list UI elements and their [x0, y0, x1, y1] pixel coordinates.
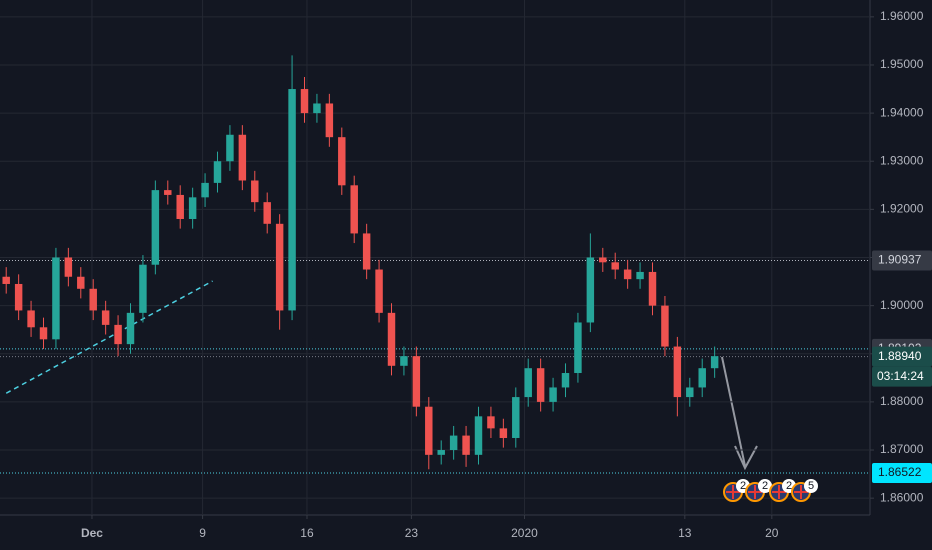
candle-body: [251, 180, 259, 203]
candle-body: [636, 271, 644, 280]
candle-body: [126, 312, 135, 345]
candle-body: [710, 356, 719, 369]
candle-body: [89, 288, 97, 311]
candle-body: [139, 264, 147, 313]
candle-body: [449, 435, 458, 451]
y-tick-label: 1.90000: [880, 298, 924, 312]
forecast-arrow: [721, 356, 758, 471]
candle-body: [686, 387, 694, 398]
candle-body: [201, 182, 209, 198]
event-flag: [772, 485, 786, 499]
candle-body: [437, 450, 445, 455]
candle-body: [275, 223, 284, 311]
price-label: 1.88940: [878, 349, 922, 363]
candle-body: [288, 89, 296, 311]
candle-body: [226, 134, 234, 162]
x-tick-label: 16: [300, 526, 314, 540]
y-tick-label: 1.96000: [880, 9, 924, 23]
candle-body: [39, 327, 48, 340]
candle-body: [300, 89, 309, 114]
candle-body: [77, 276, 85, 289]
x-tick-label: 20: [765, 526, 779, 540]
y-tick-label: 1.86000: [880, 490, 924, 504]
candle-body: [561, 373, 570, 388]
candle-body: [412, 356, 421, 407]
event-flag: [794, 485, 808, 499]
candle-body: [462, 435, 470, 455]
price-label-box: [872, 463, 932, 484]
candle-body: [188, 197, 197, 219]
countdown-box: [872, 366, 932, 387]
candle-body: [313, 103, 321, 114]
candle-body: [599, 257, 607, 263]
candle-body: [487, 416, 495, 429]
event-flag: [726, 485, 740, 499]
x-tick-label: 9: [199, 526, 206, 540]
candle-body: [164, 190, 172, 195]
y-tick-label: 1.88000: [880, 394, 924, 408]
candle-body: [387, 312, 396, 366]
candle-body: [101, 310, 110, 325]
event-count: 5: [808, 480, 814, 492]
price-label: 1.90937: [878, 253, 922, 267]
y-tick-label: 1.87000: [880, 442, 924, 456]
y-tick-label: 1.94000: [880, 105, 924, 119]
candle-body: [52, 257, 60, 340]
candle-body: [623, 269, 632, 280]
candle-body: [611, 262, 619, 270]
candle-body: [2, 276, 10, 284]
candle-body: [425, 406, 433, 455]
candle-body: [238, 134, 247, 181]
price-label-box: [872, 346, 932, 367]
candle-body: [586, 257, 595, 323]
y-tick-label: 1.93000: [880, 153, 924, 167]
event-count-bg: [804, 479, 818, 493]
trendline: [5, 280, 213, 394]
candle-body: [400, 356, 408, 366]
event-count: 2: [740, 480, 746, 492]
candle-body: [648, 271, 657, 306]
x-tick-label: 13: [678, 526, 692, 540]
event-flag: [748, 485, 762, 499]
y-tick-label: 1.92000: [880, 202, 924, 216]
candle-body: [114, 324, 122, 345]
candle-body: [213, 161, 222, 183]
candle-body: [673, 346, 682, 398]
countdown: 03:14:24: [877, 369, 924, 383]
candle-body: [14, 283, 23, 311]
candle-body: [549, 387, 557, 402]
candle-body: [27, 310, 35, 328]
price-label-box: [872, 250, 932, 271]
candle-body: [375, 269, 383, 313]
candle-body: [524, 368, 532, 398]
candle-body: [151, 190, 160, 265]
candle-body: [499, 428, 508, 438]
event-count: 2: [762, 480, 768, 492]
candle-body: [338, 137, 346, 186]
y-tick-label: 1.95000: [880, 57, 924, 71]
x-tick-label: Dec: [81, 526, 103, 540]
price-label: 1.86522: [878, 465, 922, 479]
candle-body: [698, 368, 706, 388]
event-count: 2: [786, 480, 792, 492]
candle-body: [325, 103, 334, 138]
candle-body: [350, 185, 358, 234]
candle-body: [64, 257, 73, 277]
x-tick-label: 23: [405, 526, 419, 540]
event-count-bg: [758, 479, 772, 493]
candle-body: [536, 368, 545, 402]
candle-body: [661, 305, 669, 347]
candle-body: [362, 233, 371, 270]
x-tick-label: 2020: [511, 526, 538, 540]
candle-body: [512, 397, 520, 438]
candle-body: [574, 322, 582, 374]
candle-body: [176, 194, 184, 219]
candle-body: [474, 416, 483, 455]
candle-body: [263, 202, 271, 224]
